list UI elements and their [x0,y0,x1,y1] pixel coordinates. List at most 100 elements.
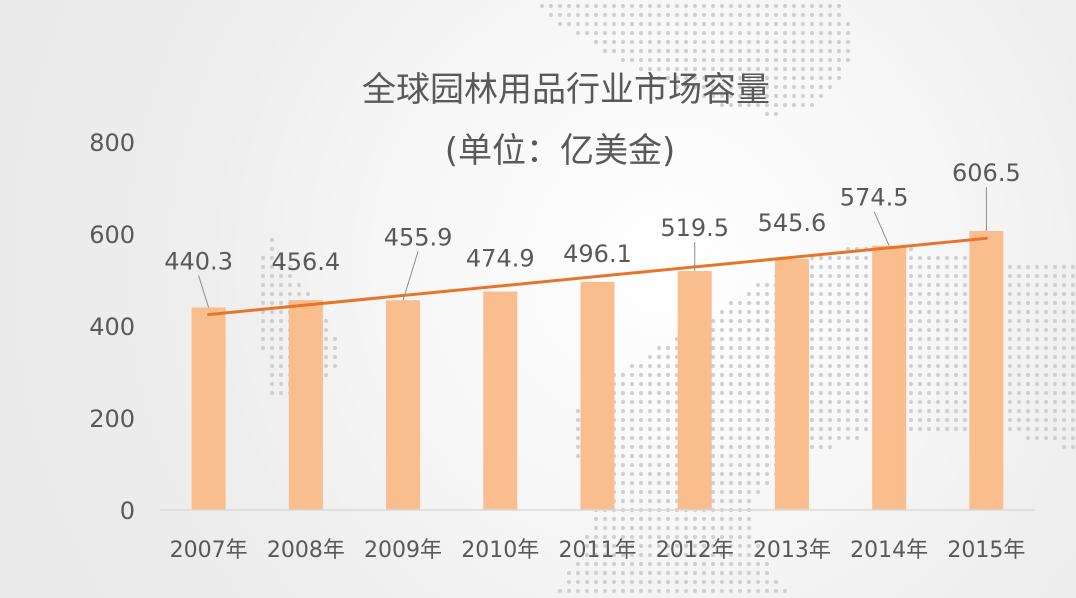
globe-dot [917,426,923,432]
globe-dot [1070,417,1076,423]
globe-dot [836,363,842,369]
globe-dot [818,408,824,414]
globe-dot [692,57,698,63]
x-tick-label: 2015年 [947,538,1025,563]
globe-dot [710,390,716,396]
chart-subtitle: (单位：亿美金) [445,131,676,171]
globe-dot [746,363,752,369]
globe-dot [719,12,725,18]
globe-dot [629,534,635,540]
globe-dot [755,300,761,306]
globe-dot [674,561,680,567]
globe-dot [602,561,608,567]
globe-dot [863,255,869,261]
globe-dot [755,12,761,18]
globe-dot [917,309,923,315]
globe-dot [944,345,950,351]
globe-dot [647,534,653,540]
globe-dot [728,336,734,342]
globe-dot [809,300,815,306]
data-label: 496.1 [563,240,632,268]
globe-dot [809,48,815,54]
globe-dot [719,39,725,45]
globe-dot [629,363,635,369]
globe-dot [629,543,635,549]
globe-dot [719,354,725,360]
globe-dot [1061,426,1067,432]
globe-dot [773,39,779,45]
y-axis: 0 200 400 600 800 [89,129,135,525]
globe-dot [728,471,734,477]
globe-dot [665,561,671,567]
globe-dot [593,3,599,9]
globe-dot [629,30,635,36]
globe-dot [638,543,644,549]
globe-dot [323,354,329,360]
globe-dot [746,516,752,522]
globe-dot [602,570,608,576]
globe-dot [665,381,671,387]
globe-dot [1043,354,1049,360]
globe-dot [611,516,617,522]
globe-dot [728,48,734,54]
globe-dot [863,399,869,405]
globe-dot [854,336,860,342]
globe-dot [746,102,752,108]
globe-dot [1025,399,1031,405]
globe-dot [692,66,698,72]
globe-dot [746,435,752,441]
globe-dot [845,336,851,342]
globe-dot [1007,417,1013,423]
globe-dot [620,57,626,63]
globe-dot [935,417,941,423]
globe-dot [773,30,779,36]
globe-dot [737,318,743,324]
globe-dot [719,84,725,90]
globe-dot [629,462,635,468]
globe-dot [1016,300,1022,306]
globe-dot [629,21,635,27]
globe-dot [1025,426,1031,432]
globe-dot [692,21,698,27]
globe-dot [1034,426,1040,432]
globe-dot [638,588,644,594]
globe-dot [836,345,842,351]
globe-dot [278,354,284,360]
globe-dot [1070,291,1076,297]
globe-dot [809,21,815,27]
globe-dot [935,408,941,414]
trend-line [207,236,988,317]
globe-dot [935,309,941,315]
globe-dot [1043,345,1049,351]
globe-dot [728,372,734,378]
globe-dot [1052,327,1058,333]
globe-dot [593,588,599,594]
globe-dot [710,516,716,522]
globe-dot [1025,327,1031,333]
globe-dot [647,498,653,504]
globe-dot [764,3,770,9]
globe-dot [755,552,761,558]
globe-dot [647,462,653,468]
globe-dot [827,48,833,54]
globe-dot [728,318,734,324]
globe-dot [278,390,284,396]
globe-dot [260,291,266,297]
globe-dot [656,588,662,594]
globe-dot [683,579,689,585]
globe-dot [962,426,968,432]
globe-dot [620,3,626,9]
globe-dot [764,345,770,351]
globe-dot [755,291,761,297]
globe-dot [926,354,932,360]
globe-dot [602,534,608,540]
globe-dot [935,426,941,432]
globe-dot [854,372,860,378]
globe-dot [935,354,941,360]
globe-dot [908,399,914,405]
globe-dot [746,498,752,504]
globe-dot [737,471,743,477]
globe-dot [755,561,761,567]
globe-dot [602,48,608,54]
